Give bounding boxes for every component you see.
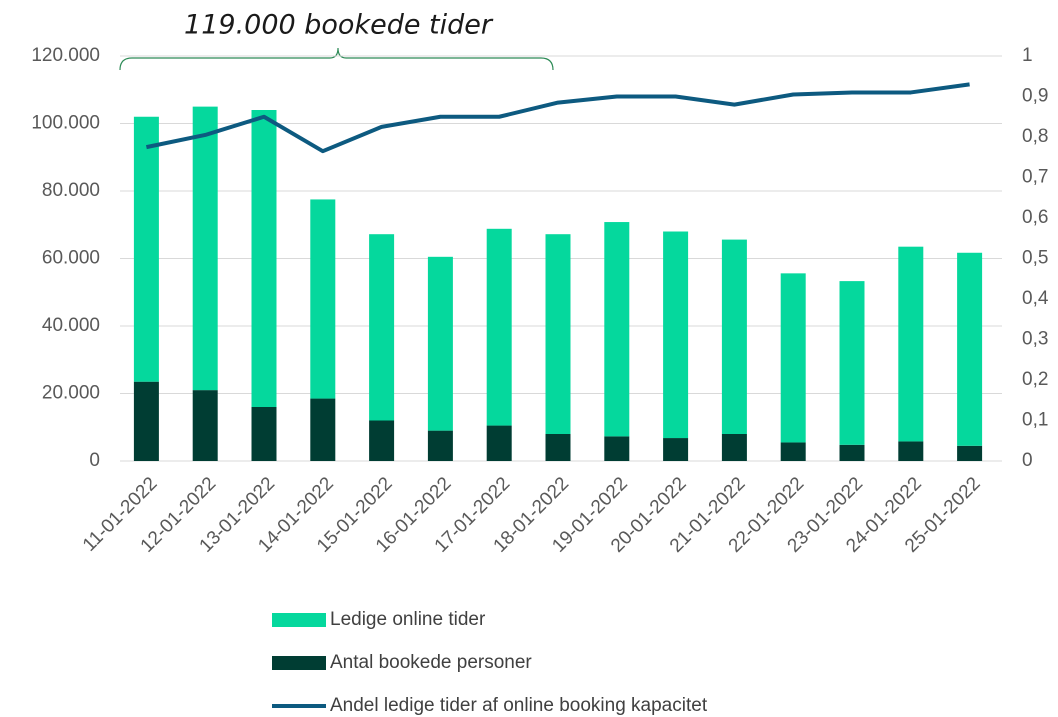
bar bbox=[545, 234, 571, 434]
legend-swatch bbox=[272, 613, 326, 627]
y-tick-label: 60.000 bbox=[42, 248, 100, 269]
bar bbox=[427, 430, 453, 461]
line bbox=[145, 82, 970, 154]
bar bbox=[486, 425, 512, 461]
bar bbox=[663, 438, 689, 461]
bar bbox=[780, 273, 806, 443]
legend-swatch bbox=[272, 656, 326, 670]
bar bbox=[545, 434, 571, 461]
y2-tick-label: 1 bbox=[1022, 45, 1033, 66]
bar bbox=[604, 436, 630, 461]
bar bbox=[721, 434, 747, 461]
annotation-bracket bbox=[119, 47, 554, 71]
bar bbox=[780, 442, 806, 461]
bar bbox=[192, 390, 218, 461]
y2-tick-label: 0,5 bbox=[1022, 248, 1048, 269]
y2-tick-label: 0,8 bbox=[1022, 126, 1048, 147]
bar bbox=[604, 222, 630, 437]
bar bbox=[898, 246, 924, 442]
bar bbox=[957, 252, 983, 446]
y-tick-label: 0 bbox=[89, 450, 100, 471]
bar bbox=[427, 256, 453, 431]
legend-label: Antal bookede personer bbox=[330, 652, 532, 673]
bar bbox=[721, 239, 747, 434]
annotation: 119.000 bookede tider bbox=[184, 10, 494, 41]
bar bbox=[192, 106, 218, 391]
y-tick-label: 120.000 bbox=[31, 45, 100, 66]
y2-tick-label: 0,3 bbox=[1022, 329, 1048, 350]
y-tick-label: 20.000 bbox=[42, 383, 100, 404]
y2-tick-label: 0,2 bbox=[1022, 369, 1048, 390]
bar bbox=[133, 381, 159, 461]
bar bbox=[957, 445, 983, 461]
bar bbox=[369, 420, 395, 461]
y2-tick-label: 0,6 bbox=[1022, 207, 1048, 228]
legend-label: Andel ledige tider af online booking kap… bbox=[330, 695, 708, 716]
bar bbox=[663, 231, 689, 439]
bar bbox=[898, 441, 924, 461]
y-tick-label: 80.000 bbox=[42, 180, 100, 201]
bar bbox=[369, 234, 395, 421]
y2-tick-label: 0,4 bbox=[1022, 288, 1049, 309]
y2-tick-label: 0,1 bbox=[1022, 410, 1048, 431]
bar bbox=[251, 407, 277, 461]
bar bbox=[486, 228, 512, 426]
y2-tick-label: 0,7 bbox=[1022, 167, 1048, 188]
bar bbox=[839, 444, 865, 461]
bar bbox=[133, 116, 159, 382]
legend-label: Ledige online tider bbox=[330, 609, 486, 630]
y2-tick-label: 0 bbox=[1022, 450, 1033, 471]
y-tick-label: 100.000 bbox=[31, 113, 100, 134]
bar bbox=[310, 398, 336, 461]
bar bbox=[310, 199, 336, 399]
bar bbox=[839, 281, 865, 445]
bar bbox=[251, 110, 277, 407]
y-tick-label: 40.000 bbox=[42, 315, 100, 336]
y2-tick-label: 0,9 bbox=[1022, 86, 1048, 107]
